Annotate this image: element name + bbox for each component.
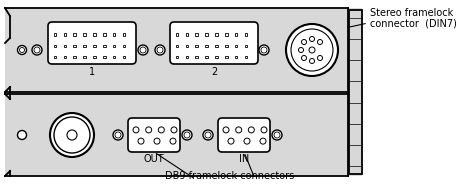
Bar [113, 33, 116, 36]
Bar [113, 56, 116, 58]
Bar [103, 45, 106, 47]
Bar [245, 56, 247, 58]
Bar [123, 45, 125, 47]
Circle shape [138, 45, 148, 55]
Bar [206, 56, 208, 58]
Circle shape [302, 39, 307, 44]
Bar [195, 56, 198, 58]
Circle shape [272, 130, 282, 140]
Circle shape [50, 113, 94, 157]
Text: IN: IN [239, 154, 249, 164]
Circle shape [228, 138, 234, 144]
Circle shape [223, 127, 229, 133]
Circle shape [302, 55, 307, 60]
Text: 1: 1 [89, 67, 95, 77]
Bar [54, 56, 56, 58]
Circle shape [317, 55, 322, 60]
Circle shape [138, 138, 144, 144]
Bar [225, 45, 227, 47]
Circle shape [259, 45, 269, 55]
Bar [215, 56, 218, 58]
Bar [54, 45, 56, 47]
Bar [103, 56, 106, 58]
Circle shape [299, 47, 303, 52]
Bar [176, 56, 178, 58]
FancyBboxPatch shape [48, 22, 136, 64]
Bar [176, 45, 178, 47]
Bar [74, 45, 76, 47]
FancyBboxPatch shape [218, 118, 270, 152]
Circle shape [133, 127, 139, 133]
Bar [349, 8, 362, 176]
Circle shape [18, 131, 27, 140]
Circle shape [113, 130, 123, 140]
Circle shape [67, 130, 77, 140]
Bar [235, 56, 238, 58]
Bar [123, 33, 125, 36]
Bar [83, 45, 86, 47]
Bar [245, 45, 247, 47]
Circle shape [158, 127, 164, 133]
Bar [64, 33, 66, 36]
Circle shape [236, 127, 242, 133]
Bar [5, 8, 348, 176]
Circle shape [248, 127, 254, 133]
Text: OUT: OUT [144, 154, 164, 164]
Circle shape [170, 138, 176, 144]
Text: connector  (DIN7): connector (DIN7) [370, 18, 457, 28]
Bar [64, 45, 66, 47]
Circle shape [171, 127, 177, 133]
Bar [74, 33, 76, 36]
Bar [74, 56, 76, 58]
Bar [349, 10, 362, 174]
Bar [215, 45, 218, 47]
Bar [185, 33, 188, 36]
Circle shape [309, 36, 315, 41]
Circle shape [317, 39, 322, 44]
Bar [206, 33, 208, 36]
Bar [245, 33, 247, 36]
Circle shape [309, 47, 315, 53]
Circle shape [18, 46, 27, 54]
Circle shape [32, 45, 42, 55]
Bar [93, 45, 96, 47]
Circle shape [203, 130, 213, 140]
Bar [195, 33, 198, 36]
Text: 2: 2 [211, 67, 217, 77]
Text: Stereo framelock: Stereo framelock [370, 8, 453, 18]
Bar [215, 33, 218, 36]
FancyBboxPatch shape [128, 118, 180, 152]
Circle shape [146, 127, 151, 133]
Circle shape [155, 45, 165, 55]
Bar [235, 45, 238, 47]
Bar [93, 56, 96, 58]
Bar [83, 56, 86, 58]
Bar [93, 33, 96, 36]
Bar [206, 45, 208, 47]
Circle shape [182, 130, 192, 140]
Bar [195, 45, 198, 47]
Bar [176, 33, 178, 36]
Bar [185, 56, 188, 58]
Circle shape [309, 59, 315, 63]
FancyBboxPatch shape [170, 22, 258, 64]
Bar [64, 56, 66, 58]
Bar [235, 33, 238, 36]
Circle shape [244, 138, 250, 144]
Bar [185, 45, 188, 47]
Bar [103, 33, 106, 36]
Circle shape [154, 138, 160, 144]
Bar [225, 56, 227, 58]
Bar [123, 56, 125, 58]
Bar [113, 45, 116, 47]
Bar [54, 33, 56, 36]
Bar [83, 33, 86, 36]
Circle shape [286, 24, 338, 76]
Circle shape [261, 127, 267, 133]
Circle shape [260, 138, 266, 144]
Text: DB9 framelock connectors: DB9 framelock connectors [165, 171, 295, 181]
Bar [225, 33, 227, 36]
